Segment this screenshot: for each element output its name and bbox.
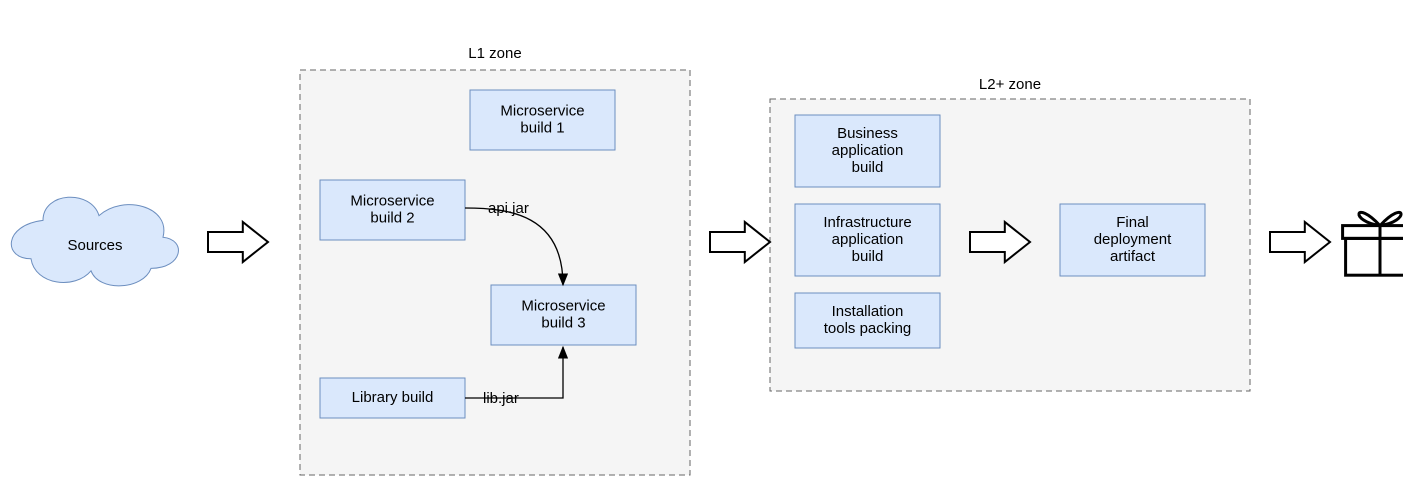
- node-ms2: Microservicebuild 2: [320, 180, 465, 240]
- node-lib: Library build: [320, 378, 465, 418]
- node-inst: Installationtools packing: [795, 293, 940, 348]
- flow-arrow-4: [1270, 222, 1330, 262]
- flow-arrow-2: [710, 222, 770, 262]
- edge-2-label: lib.jar: [483, 390, 519, 407]
- node-final: Finaldeploymentartifact: [1060, 204, 1205, 276]
- sources-cloud: Sources: [11, 197, 178, 286]
- zone-l2-title: L2+ zone: [979, 76, 1041, 93]
- sources-label: Sources: [67, 237, 122, 254]
- gift-icon: [1343, 212, 1403, 275]
- node-biz: Businessapplicationbuild: [795, 115, 940, 187]
- node-inst-label: Installationtools packing: [824, 303, 912, 337]
- edge-1-label: api.jar: [488, 200, 529, 217]
- flow-arrow-1: [208, 222, 268, 262]
- zone-l1-title: L1 zone: [468, 45, 521, 62]
- node-lib-label: Library build: [352, 389, 434, 406]
- node-ms1: Microservicebuild 1: [470, 90, 615, 150]
- node-infra: Infrastructureapplicationbuild: [795, 204, 940, 276]
- node-ms3: Microservicebuild 3: [491, 285, 636, 345]
